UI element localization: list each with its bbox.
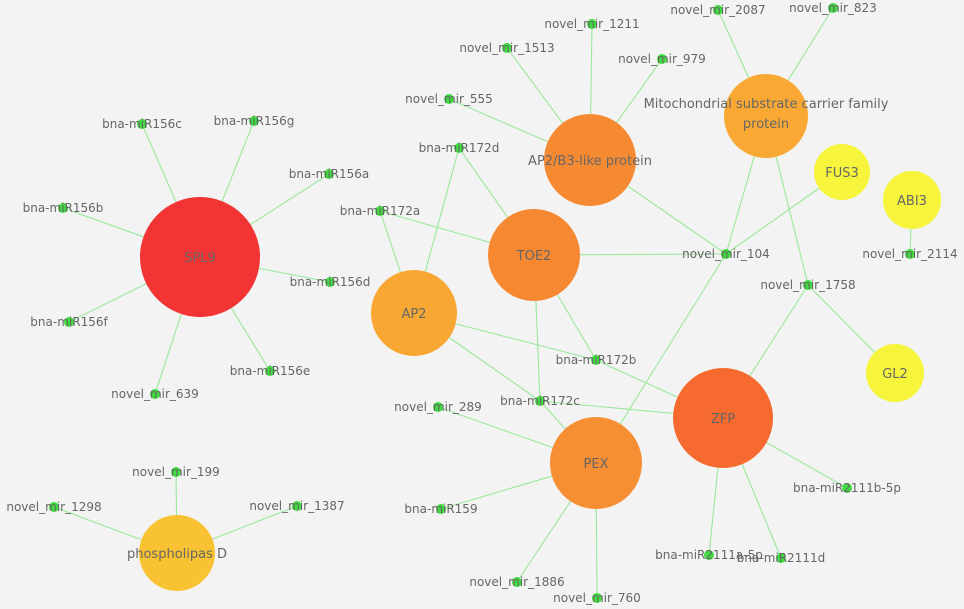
mirna-label-m172d: bna-miR172d <box>419 141 500 155</box>
mirna-node-n1211[interactable] <box>587 19 597 29</box>
mirna-label-m156c: bna-miR156c <box>102 117 182 131</box>
mirna-label-m156f: bna-miR156f <box>30 315 108 329</box>
mirna-label-n2087: novel_mir_2087 <box>670 3 765 17</box>
mirna-node-n1758[interactable] <box>803 280 813 290</box>
mirna-node-m172b[interactable] <box>591 355 601 365</box>
hub-label-ap2b3: AP2/B3-like protein <box>528 154 652 169</box>
hub-node-phos[interactable] <box>139 515 215 591</box>
mirna-label-m156a: bna-miR156a <box>289 167 370 181</box>
mirna-node-n639[interactable] <box>150 389 160 399</box>
hub-node-mito[interactable] <box>724 74 808 158</box>
mirna-node-m2111b[interactable] <box>842 483 852 493</box>
mirna-node-m156g[interactable] <box>249 116 259 126</box>
hub-node-ap2b3[interactable] <box>544 114 636 206</box>
mirna-node-n1513[interactable] <box>502 43 512 53</box>
mirna-node-m156b[interactable] <box>58 203 68 213</box>
mirna-node-n1298[interactable] <box>49 502 59 512</box>
mirna-node-m156f[interactable] <box>64 317 74 327</box>
mirna-label-n1387: novel_mir_1387 <box>249 499 344 513</box>
label-layer: SPL9 AP2 TOE2 AP2/B3-like protein Mitochondr… <box>6 1 957 605</box>
mirna-node-n760[interactable] <box>592 593 602 603</box>
mirna-label-m172b: bna-miR172b <box>556 353 637 367</box>
node-layer <box>49 3 941 603</box>
mirna-label-m156g: bna-miR156g <box>214 114 295 128</box>
mirna-node-m172c[interactable] <box>535 396 545 406</box>
mirna-label-n289: novel_mir_289 <box>394 400 482 414</box>
mirna-label-n199: novel_mir_199 <box>132 465 220 479</box>
mirna-node-m172d[interactable] <box>454 143 464 153</box>
mirna-label-n979: novel_mir_979 <box>618 52 706 66</box>
mirna-label-m2111d: bna-miR2111d <box>737 551 825 565</box>
mirna-node-m159[interactable] <box>436 504 446 514</box>
mirna-node-m156c[interactable] <box>137 119 147 129</box>
hub-node-abi3[interactable] <box>883 171 941 229</box>
hub-node-gl2[interactable] <box>866 344 924 402</box>
mirna-label-m156e: bna-miR156e <box>230 364 311 378</box>
mirna-label-m172c: bna-miR172c <box>500 394 580 408</box>
hub-node-toe2[interactable] <box>488 209 580 301</box>
mirna-label-n760: novel_mir_760 <box>553 591 641 605</box>
mirna-label-n1886: novel_mir_1886 <box>469 575 564 589</box>
mirna-label-m156b: bna-miR156b <box>23 201 104 215</box>
mirna-label-m2111a: bna-miR2111a-5p <box>655 548 763 562</box>
mirna-node-m2111d[interactable] <box>776 553 786 563</box>
hub-label-spl9: SPL9 <box>184 251 216 266</box>
hub-label-phos: phospholipas D <box>127 547 227 562</box>
mirna-label-n639: novel_mir_639 <box>111 387 199 401</box>
hub-node-ap2[interactable] <box>371 270 457 356</box>
mirna-node-n289[interactable] <box>433 402 443 412</box>
hub-label-zfp: ZFP <box>711 412 735 427</box>
mirna-label-n1211: novel_mir_1211 <box>544 17 639 31</box>
mirna-node-n199[interactable] <box>171 467 181 477</box>
mirna-node-n2114[interactable] <box>905 249 915 259</box>
mirna-label-n1298: novel_mir_1298 <box>6 500 101 514</box>
mirna-node-n1387[interactable] <box>292 501 302 511</box>
mirna-node-n823[interactable] <box>828 3 838 13</box>
hub-label-abi3: ABI3 <box>897 194 927 209</box>
mirna-label-n2114: novel_mir_2114 <box>862 247 957 261</box>
mirna-node-m2111a[interactable] <box>704 550 714 560</box>
hub-label-mito: Mitochondrial substrate carrier family pr… <box>644 97 889 132</box>
mirna-label-m159: bna-miR159 <box>404 502 477 516</box>
mirna-node-m172a[interactable] <box>375 206 385 216</box>
mirna-node-m156e[interactable] <box>265 366 275 376</box>
hub-label-pex: PEX <box>584 457 609 472</box>
hub-label-toe2: TOE2 <box>516 249 552 264</box>
hub-label-ap2: AP2 <box>401 307 426 322</box>
hub-label-gl2: GL2 <box>882 367 908 382</box>
mirna-label-n1513: novel_mir_1513 <box>459 41 554 55</box>
mirna-label-m2111b: bna-miR2111b-5p <box>793 481 901 495</box>
hub-node-zfp[interactable] <box>673 368 773 468</box>
mirna-node-m156a[interactable] <box>324 169 334 179</box>
hub-node-spl9[interactable] <box>140 197 260 317</box>
mirna-label-n823: novel_mir_823 <box>789 1 877 15</box>
hub-node-pex[interactable] <box>550 417 642 509</box>
mirna-node-n555[interactable] <box>444 94 454 104</box>
hub-node-fus3[interactable] <box>814 144 870 200</box>
mirna-label-n1758: novel_mir_1758 <box>760 278 855 292</box>
mirna-node-m156d[interactable] <box>325 277 335 287</box>
mirna-label-n555: novel_mir_555 <box>405 92 493 106</box>
mirna-label-n104: novel_mir_104 <box>682 247 770 261</box>
mirna-node-n2087[interactable] <box>713 5 723 15</box>
mirna-node-n1886[interactable] <box>512 577 522 587</box>
mirna-node-n104[interactable] <box>721 249 731 259</box>
mirna-label-m156d: bna-miR156d <box>290 275 371 289</box>
hub-label-fus3: FUS3 <box>825 166 859 181</box>
mirna-label-m172a: bna-miR172a <box>340 204 421 218</box>
mirna-node-n979[interactable] <box>657 54 667 64</box>
